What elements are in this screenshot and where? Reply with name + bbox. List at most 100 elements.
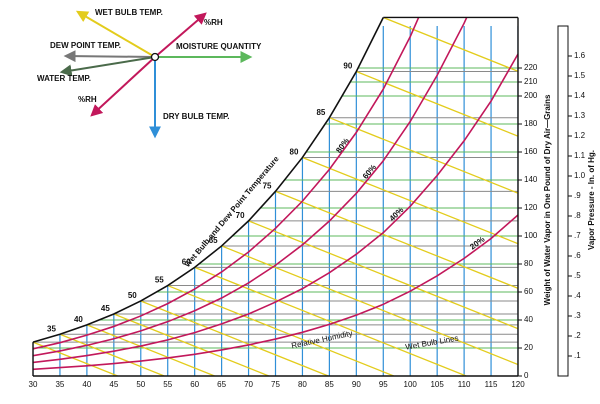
rh-label: 60%: [361, 163, 378, 181]
y2-tick-label: .8: [574, 211, 581, 220]
key-label: DEW POINT TEMP.: [50, 41, 121, 50]
annotation: Wet Bulb Lines: [405, 334, 459, 352]
key-arrow: [90, 56, 156, 117]
saturation-label: 40: [74, 315, 83, 324]
y2-tick-label: .4: [574, 291, 581, 300]
key-label: WET BULB TEMP.: [95, 8, 163, 17]
saturation-curve: [32, 17, 384, 343]
y-tick-label: 100: [524, 231, 538, 240]
x-tick-label: 120: [511, 380, 525, 389]
wet-bulb-line: [356, 70, 518, 377]
y2-tick-label: .6: [574, 251, 581, 260]
wet-bulb-line: [329, 117, 518, 377]
saturation-label: 45: [101, 304, 110, 313]
x-tick-label: 110: [458, 380, 471, 389]
wet-bulb-line: [86, 324, 215, 377]
x-tick-label: 40: [82, 380, 91, 389]
key-arrow: [154, 12, 207, 58]
key-diagram: WET BULB TEMP. %RH DEW POINT TEMP. MOIST…: [37, 8, 262, 139]
rh-curve: [33, 214, 518, 371]
rh-curve: [33, 53, 518, 364]
wet-bulb-line: [140, 300, 329, 377]
rh-curve: [33, 17, 518, 350]
y-axis-title: Weight of Water Vapor in One Pound of Dr…: [543, 94, 552, 305]
saturation-label: 85: [316, 108, 325, 117]
y-tick-label: 60: [524, 287, 533, 296]
x-tick-label: 95: [379, 380, 388, 389]
y-tick-label: 200: [524, 91, 538, 100]
saturation-label: 75: [263, 181, 272, 190]
key-arrow: [63, 50, 156, 63]
x-tick-label: 75: [271, 380, 280, 389]
y-tick-label: 140: [524, 175, 538, 184]
y-tick-label: 0: [524, 371, 529, 380]
plot: 30 35 40 45 50 55 60 65 70 75 80 85 90 95 100 105 110 115…: [29, 16, 596, 389]
y-tick-label: 80: [524, 259, 533, 268]
x-tick-label: 100: [404, 380, 418, 389]
y2-tick-label: .5: [574, 271, 581, 280]
y2-tick-label: .2: [574, 331, 581, 340]
y-tick-label: 120: [524, 203, 538, 212]
key-arrow: [75, 10, 156, 58]
y-tick-label: 220: [524, 63, 538, 72]
key-label: MOISTURE QUANTITY: [176, 42, 262, 51]
x-tick-label: 60: [190, 380, 199, 389]
wet-bulb-line: [302, 156, 518, 377]
y-tick-label: 40: [524, 315, 533, 324]
x-tick-label: 115: [485, 380, 498, 389]
x-tick-label: 80: [298, 380, 307, 389]
saturation-label: 90: [343, 62, 352, 71]
y-tick-label: 180: [524, 119, 538, 128]
x-tick-label: 105: [430, 380, 444, 389]
wet-bulb-line: [248, 220, 518, 377]
x-tick-label: 70: [244, 380, 253, 389]
saturation-label: 50: [128, 291, 137, 300]
saturation-label: 80: [290, 148, 299, 157]
x-tick-label: 55: [163, 380, 172, 389]
key-arrow: [59, 56, 156, 77]
y2-tick-label: 1.0: [574, 171, 586, 180]
wet-bulb-line: [275, 190, 518, 377]
key-label: %RH: [78, 95, 97, 104]
y2-tick-label: .3: [574, 311, 581, 320]
x-tick-label: 85: [325, 380, 334, 389]
y2-tick-label: 1.1: [574, 151, 586, 160]
saturation-label: 60: [182, 257, 191, 266]
y2-tick-label: 1.6: [574, 51, 586, 60]
key-label: %RH: [204, 18, 223, 27]
y2-scale: [557, 25, 569, 377]
y2-axis-title: Vapor Pressure - In. of Hg.: [587, 150, 596, 250]
x-tick-label: 45: [109, 380, 118, 389]
wet-bulb-line: [221, 245, 518, 377]
x-tick-label: 35: [55, 380, 64, 389]
y-tick-label: 20: [524, 343, 533, 352]
saturation-label: 70: [236, 211, 245, 220]
y2-tick-label: .7: [574, 231, 581, 240]
y-tick-label: 160: [524, 147, 538, 156]
wet-bulb-line: [113, 313, 270, 377]
rh-curve: [33, 17, 518, 357]
saturation-label: 35: [47, 324, 56, 333]
y2-tick-label: 1.5: [574, 71, 586, 80]
key-label: WATER TEMP.: [37, 74, 91, 83]
x-tick-label: 50: [136, 380, 145, 389]
x-tick-label: 30: [29, 380, 38, 389]
y2-tick-label: .9: [574, 191, 581, 200]
y2-tick-label: 1.4: [574, 91, 586, 100]
key-center: [150, 52, 160, 62]
y2-tick-label: 1.2: [574, 131, 586, 140]
wet-bulb-line: [194, 266, 467, 377]
x-tick-label: 65: [217, 380, 226, 389]
y2-tick-label: 1.3: [574, 111, 586, 120]
key-label: DRY BULB TEMP.: [163, 112, 230, 121]
saturation-label: 65: [209, 236, 218, 245]
wet-bulb-line: [167, 284, 395, 377]
saturation-label: 55: [155, 276, 164, 285]
wet-bulb-line: [33, 341, 118, 377]
y2-tick-label: .1: [574, 351, 581, 360]
saturation-title: Wet Bulb and Dew Point Temperature: [183, 154, 281, 269]
y-tick-label: 210: [524, 77, 538, 86]
wet-bulb-line: [59, 333, 165, 377]
x-tick-label: 90: [352, 380, 361, 389]
